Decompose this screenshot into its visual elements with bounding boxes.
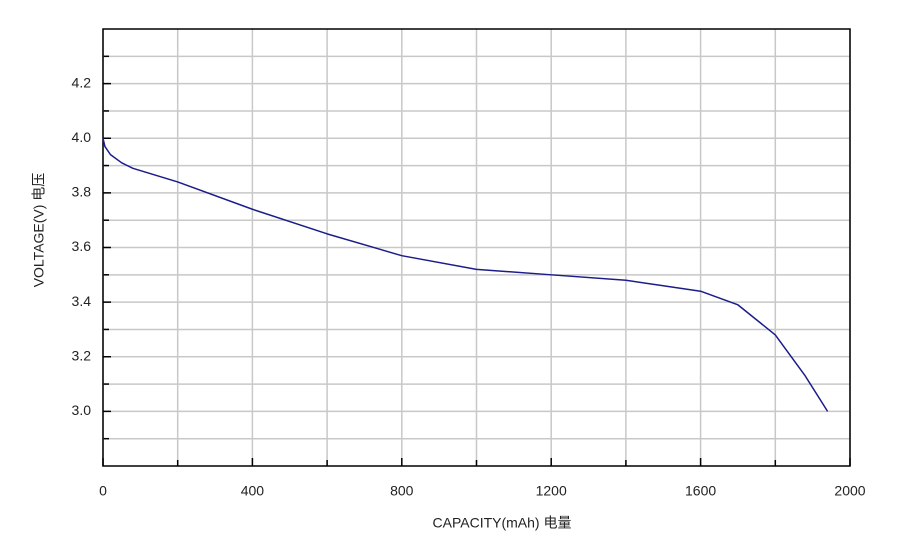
- y-tick-label: 3.0: [72, 402, 92, 418]
- x-axis-label: CAPACITY(mAh) 电量: [433, 515, 572, 531]
- data-line: [102, 138, 829, 412]
- y-tick-label: 3.2: [72, 347, 92, 363]
- y-tick-label: 4.2: [72, 74, 92, 90]
- x-tick-label: 1600: [685, 483, 716, 499]
- y-tick-label: 3.6: [72, 238, 92, 254]
- y-tick-label: 4.0: [72, 129, 92, 145]
- x-tick-label: 400: [241, 483, 265, 499]
- x-tick-label: 800: [390, 483, 414, 499]
- plot-frame: [102, 28, 851, 467]
- x-tick-label: 2000: [834, 483, 865, 499]
- x-tick-label: 1200: [536, 483, 567, 499]
- y-tick-label: 3.4: [72, 293, 92, 309]
- y-axis-label: VOLTAGE(V) 电压: [31, 173, 47, 288]
- y-tick-label: 3.8: [72, 184, 92, 200]
- x-tick-label: 0: [99, 483, 107, 499]
